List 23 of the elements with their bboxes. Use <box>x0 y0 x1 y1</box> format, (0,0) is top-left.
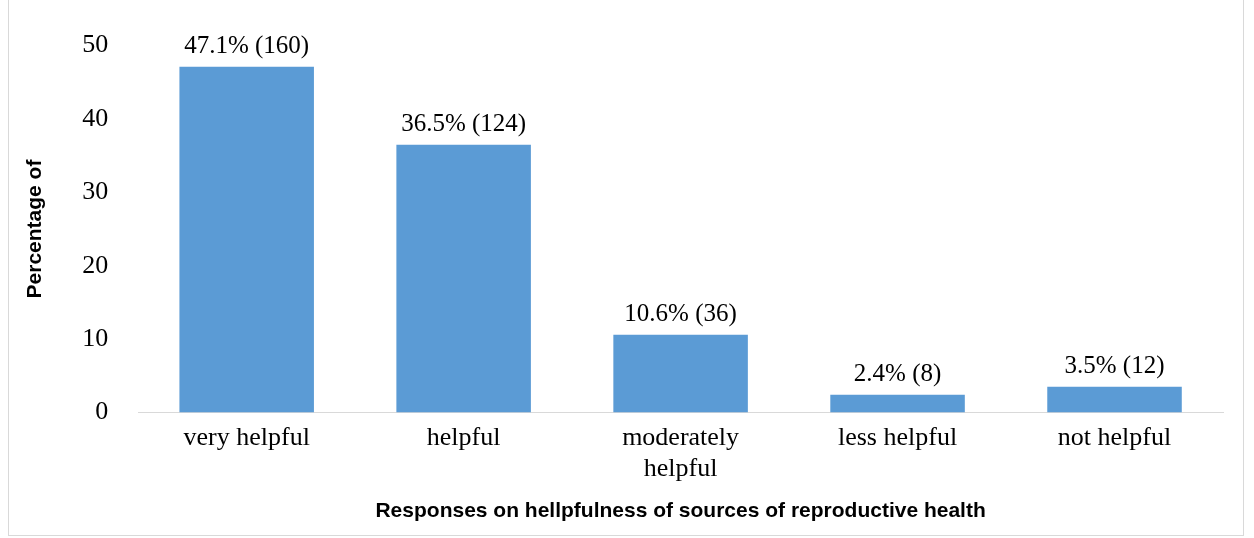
bar <box>179 66 314 413</box>
y-tick-label: 10 <box>82 322 109 352</box>
bar <box>830 394 965 413</box>
y-tick-label: 0 <box>95 396 109 426</box>
bar <box>396 144 531 413</box>
x-tick-label: moderately helpful <box>622 421 740 483</box>
x-tick-label: helpful <box>426 421 501 451</box>
y-tick-label: 20 <box>82 249 109 279</box>
data-label: 47.1% (160) <box>184 30 310 59</box>
data-label: 3.5% (12) <box>1064 350 1165 379</box>
x-tick-label: very helpful <box>183 421 310 451</box>
data-label: 10.6% (36) <box>624 298 737 327</box>
data-label: 2.4% (8) <box>853 358 942 387</box>
y-axis-title: Percentage of <box>22 158 46 299</box>
bar <box>613 334 748 413</box>
y-tick-label: 40 <box>82 102 109 132</box>
x-tick-label: not helpful <box>1057 421 1172 451</box>
x-tick-label: less helpful <box>837 421 958 451</box>
y-tick-label: 30 <box>82 176 109 206</box>
x-axis-title: Responses on hellpfulness of sources of reproductive health <box>375 498 986 522</box>
y-tick-label: 50 <box>82 29 109 59</box>
bar <box>1047 386 1182 413</box>
data-label: 36.5% (124) <box>401 108 527 137</box>
